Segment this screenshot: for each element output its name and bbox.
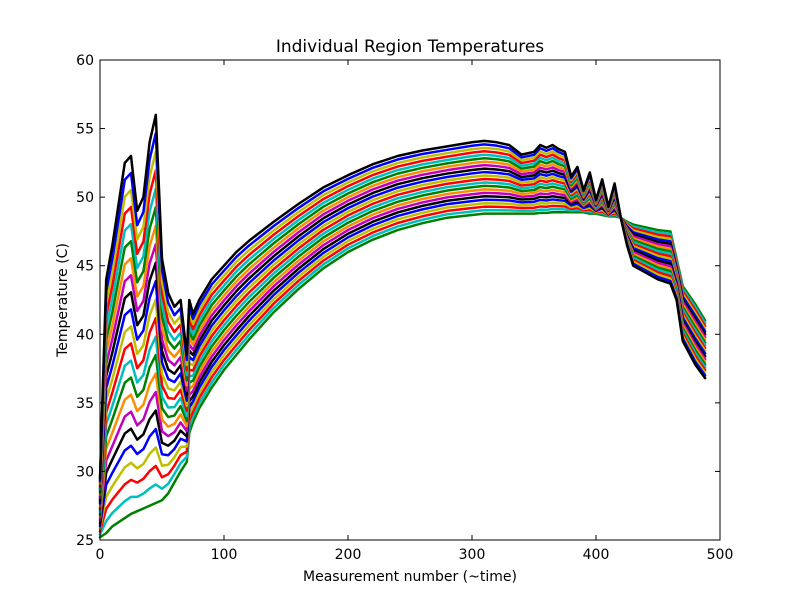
y-axis-label: Temperature (C)	[55, 243, 71, 358]
y-tick-label: 30	[76, 464, 94, 480]
series-line-9	[98, 184, 707, 517]
x-tick-label: 0	[96, 547, 105, 563]
y-tick-label: 35	[76, 396, 94, 412]
x-axis-label: Measurement number (~time)	[303, 569, 517, 585]
y-tick-label: 40	[76, 327, 94, 343]
y-tick-label: 55	[76, 122, 94, 138]
y-tick-label: 45	[76, 259, 94, 275]
x-tick-label: 300	[459, 547, 486, 563]
x-tick-label: 400	[583, 547, 610, 563]
series-line-7	[98, 191, 707, 522]
series-line-4	[98, 201, 707, 531]
y-tick-label: 60	[76, 53, 94, 69]
y-tick-label: 50	[76, 190, 94, 206]
series-line-22	[98, 113, 707, 480]
x-tick-label: 100	[211, 547, 238, 563]
series-group	[98, 113, 707, 539]
series-line-2	[98, 207, 707, 536]
axis-ticks: 0 100 200 300 400 500 25 30 35 40 45 50 55 60	[76, 53, 733, 563]
y-tick-label: 25	[76, 533, 94, 549]
plot-frame	[99, 59, 721, 541]
x-tick-label: 500	[707, 547, 734, 563]
chart-title: Individual Region Temperatures	[276, 37, 544, 57]
x-tick-label: 200	[335, 547, 362, 563]
